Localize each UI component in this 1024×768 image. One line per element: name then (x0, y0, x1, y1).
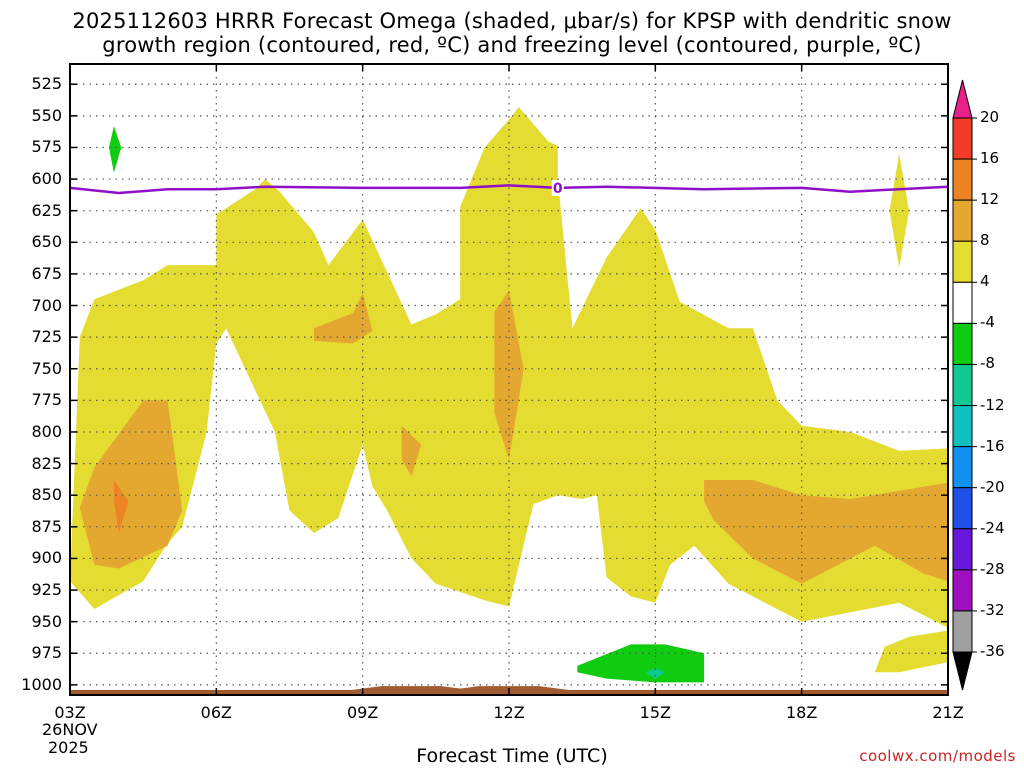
omega-region-1 (79, 400, 183, 569)
shaded-regions (70, 107, 948, 683)
y-tick-label: 575 (31, 137, 62, 157)
colorbar-box-12 (952, 610, 973, 653)
y-tick-label: 525 (31, 74, 62, 94)
y-tick-label: 825 (31, 453, 62, 473)
colorbar-label: -24 (980, 518, 1005, 537)
x-tick-label: 15Z (639, 703, 671, 722)
colorbar-label: 12 (980, 190, 1000, 209)
colorbar-top-triangle (952, 79, 973, 119)
colorbar-label: -16 (980, 436, 1005, 455)
date-day-label: 26NOV (42, 720, 98, 739)
chart-title-line2: growth region (contoured, red, ºC) and f… (102, 33, 922, 57)
freezing-level: 0 (69, 179, 949, 197)
colorbar-label: -4 (980, 313, 995, 332)
freezing-label-bg (551, 179, 564, 196)
y-tick-label: 925 (31, 580, 62, 600)
y-tick-label: 725 (31, 327, 62, 347)
y-tick-label: 650 (31, 232, 62, 252)
y-tick-label: 850 (31, 485, 62, 505)
freezing-level-label: 0 (553, 181, 563, 197)
x-axis-title: Forecast Time (UTC) (416, 745, 608, 767)
credit-link[interactable]: coolwx.com/models (859, 747, 1016, 765)
date-year-label: 2025 (48, 738, 89, 757)
y-tick-label: 875 (31, 516, 62, 536)
y-tick-label: 700 (31, 295, 62, 315)
y-tick-label: 750 (31, 358, 62, 378)
omega-region-2 (113, 480, 129, 534)
colorbar-bottom-triangle (952, 651, 973, 691)
omega-region-4 (401, 425, 422, 477)
omega-region-9 (109, 126, 122, 173)
colorbar-label: -20 (980, 477, 1005, 496)
colorbar-label: -28 (980, 559, 1005, 578)
y-tick-label: 975 (31, 643, 62, 663)
colorbar-box-5 (952, 322, 973, 365)
colorbar-box-1 (952, 158, 973, 201)
colorbar-label: -36 (980, 642, 1005, 660)
colorbar-box-3 (952, 240, 973, 283)
colorbar-box-7 (952, 405, 973, 448)
x-tick-label: 12Z (493, 703, 525, 722)
colorbar-label: -8 (980, 354, 995, 373)
colorbar-box-9 (952, 487, 973, 530)
chart-title-line1: 2025112603 HRRR Forecast Omega (shaded, … (72, 9, 952, 33)
colorbar-label: 16 (980, 149, 1000, 168)
omega-region-3 (313, 292, 373, 344)
y-tick-label: 600 (31, 169, 62, 189)
y-tick-label: 1000 (21, 674, 62, 694)
colorbar (952, 79, 977, 691)
y-tick-label: 800 (31, 421, 62, 441)
omega-region-8 (874, 630, 948, 673)
colorbar-box-0 (952, 117, 973, 160)
colorbar-box-2 (952, 199, 973, 242)
colorbar-label: 8 (980, 231, 990, 250)
colorbar-label: -12 (980, 395, 1005, 414)
freezing-level-line (69, 184, 949, 195)
y-tick-label: 900 (31, 548, 62, 568)
y-tick-label: 775 (31, 390, 62, 410)
colorbar-box-11 (952, 569, 973, 612)
colorbar-label: -32 (980, 600, 1005, 619)
x-tick-label: 18Z (785, 703, 818, 722)
colorbar-box-4 (952, 281, 973, 324)
y-tick-label: 950 (31, 611, 62, 631)
x-tick-label: 03Z (54, 703, 86, 722)
x-tick-label: 06Z (200, 703, 232, 722)
omega-region-6 (704, 480, 948, 584)
omega-region-5 (494, 290, 524, 460)
y-tick-label: 625 (31, 200, 62, 220)
y-tick-label: 550 (31, 105, 62, 125)
x-tick-label: 21Z (932, 703, 964, 722)
colorbar-box-8 (952, 446, 973, 489)
terrain-bump-0 (351, 686, 472, 690)
omega-region-10 (577, 644, 705, 683)
omega-region-11 (645, 668, 666, 679)
colorbar-box-6 (952, 363, 973, 407)
x-tick-label: 09Z (346, 703, 379, 722)
plot-frame (69, 63, 949, 696)
colorbar-label: 20 (980, 108, 1000, 126)
colorbar-box-10 (952, 528, 973, 571)
omega-region-7 (889, 153, 909, 268)
colorbar-label: 4 (980, 272, 990, 291)
y-tick-label: 675 (31, 263, 62, 283)
